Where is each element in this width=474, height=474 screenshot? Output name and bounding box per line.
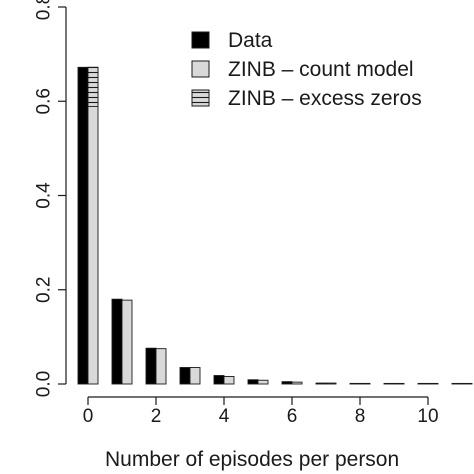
legend-swatch <box>191 89 210 107</box>
bar-count-model <box>189 367 201 385</box>
y-tick-label: 0.2 <box>34 277 55 303</box>
bar-data <box>247 379 259 385</box>
y-tick-label: 0.6 <box>34 88 55 114</box>
x-tick-label: 8 <box>355 406 366 427</box>
bar-data <box>349 382 361 385</box>
bar-count-model <box>359 382 371 385</box>
bar-count-model <box>223 376 235 385</box>
x-tick-label: 0 <box>83 406 94 427</box>
bar-data <box>451 382 463 385</box>
bar-data <box>179 367 191 385</box>
x-axis: 0 2 4 6 8 10 <box>83 396 439 427</box>
legend-label: ZINB – excess zeros <box>228 87 422 110</box>
bar-data <box>111 298 123 385</box>
y-axis: 0.0 0.2 0.4 0.6 0.8 <box>34 0 67 397</box>
bar-count-model <box>155 348 167 385</box>
bar-count-model <box>291 381 303 385</box>
bar-count-model <box>393 382 405 385</box>
x-tick-label: 2 <box>151 406 162 427</box>
bar-count-model <box>461 382 473 385</box>
x-tick-label: 6 <box>287 406 298 427</box>
y-tick-label: 0.4 <box>34 182 55 209</box>
legend-swatch <box>191 31 210 49</box>
bar-count-model <box>427 382 439 385</box>
bar-count-model <box>87 66 99 385</box>
bar-data <box>77 66 89 385</box>
y-tick-label: 0.0 <box>34 371 55 397</box>
y-tick-label: 0.8 <box>34 0 55 20</box>
bar-excess-zeros <box>87 66 99 107</box>
bar-data <box>315 382 327 385</box>
bar-data <box>213 375 225 385</box>
bar-data <box>417 382 429 385</box>
bar-count-model <box>325 382 337 385</box>
bar-count-model <box>257 379 269 385</box>
bar-data <box>145 347 157 385</box>
bar-data <box>281 381 293 385</box>
legend-label: ZINB – count model <box>228 58 414 81</box>
bar-count-model <box>121 299 133 385</box>
x-tick-label: 10 <box>417 406 438 427</box>
bars <box>77 66 473 385</box>
x-tick-label: 4 <box>219 406 230 427</box>
legend: Data ZINB – count model ZINB – excess zero… <box>191 29 422 110</box>
legend-swatch <box>191 60 210 78</box>
legend-label: Data <box>228 29 273 52</box>
x-axis-label: Number of episodes per person <box>105 448 399 471</box>
bar-data <box>383 382 395 385</box>
